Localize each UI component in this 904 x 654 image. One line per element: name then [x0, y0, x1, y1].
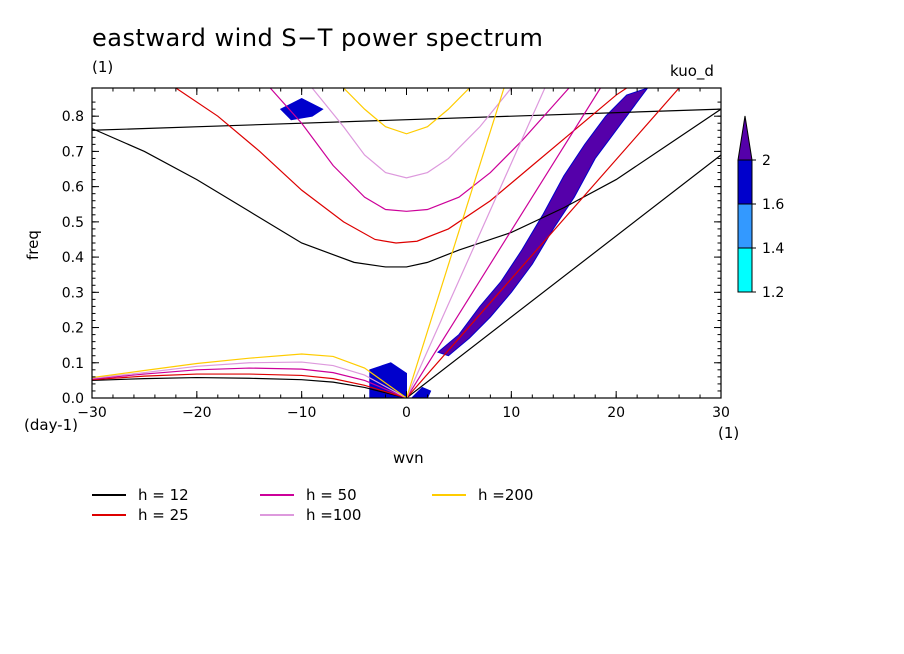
x-tick-label: −20: [182, 405, 212, 421]
legend-label: h =200: [478, 486, 534, 504]
y-tick-label: 0.4: [62, 250, 84, 266]
dispersion-curve-4-0: [343, 88, 470, 135]
colorbar-segment: [737, 159, 753, 205]
dispersion-curve-3-2: [92, 361, 407, 398]
dispersion-curve-2-0: [269, 88, 570, 212]
colorbar-label: 2: [762, 153, 771, 169]
colorbar-label: 1.4: [762, 241, 784, 257]
chart-subtitle-right: kuo_d: [670, 62, 714, 80]
legend-item-h100: h =100: [260, 506, 361, 524]
legend-swatch: [260, 514, 294, 516]
y-axis-label: freq: [24, 230, 42, 260]
dispersion-curve-3-1: [405, 88, 546, 398]
y-tick-label: 0.8: [62, 109, 84, 125]
power-region-kelvin-band: [436, 88, 649, 357]
legend-item-h25: h = 25: [92, 506, 189, 524]
colorbar-label: 1.2: [762, 285, 784, 301]
x-axis-unit: (1): [718, 424, 740, 442]
legend-swatch: [260, 494, 294, 496]
dispersion-curve-4-2: [92, 353, 407, 398]
y-tick-label: 0.0: [62, 391, 84, 407]
y-tick-label: 0.5: [62, 215, 84, 231]
y-tick-label: 0.1: [62, 356, 84, 372]
y-tick-label: 0.6: [62, 180, 84, 196]
x-tick-label: −10: [287, 405, 317, 421]
dispersion-curve-0-3: [92, 376, 407, 398]
legend-swatch: [432, 494, 466, 496]
plot-frame: [91, 87, 722, 399]
x-tick-label: 10: [502, 405, 520, 421]
x-tick-label: 20: [607, 405, 625, 421]
colorbar-segment: [737, 203, 753, 249]
dispersion-curve-3-0: [311, 88, 512, 179]
legend-item-h50: h = 50: [260, 486, 357, 504]
legend-item-h200: h =200: [432, 486, 533, 504]
x-tick-label: 30: [712, 405, 730, 421]
power-region-low-freq-east: [411, 386, 432, 398]
dispersion-curve-1-1: [406, 88, 680, 398]
y-tick-label: 0.2: [62, 321, 84, 337]
colorbar-segment: [737, 247, 753, 293]
dispersion-curve-4-1: [405, 88, 505, 398]
y-axis-unit: (day-1): [24, 416, 78, 434]
legend-label: h = 25: [138, 506, 189, 524]
colorbar-extend-arrow: [737, 115, 753, 161]
dispersion-curve-1-0: [175, 88, 627, 244]
power-region-top-left-patch: [279, 98, 324, 121]
y-tick-label: 0.7: [62, 144, 84, 160]
dispersion-curve-2-1: [405, 88, 601, 398]
chart-title: eastward wind S−T power spectrum: [92, 24, 544, 52]
colorbar-label: 1.6: [762, 197, 784, 213]
dispersion-curve-2-2: [92, 367, 407, 398]
x-axis-label: wvn: [393, 449, 424, 467]
chart-subtitle-left: (1): [92, 58, 114, 76]
legend-item-h12: h = 12: [92, 486, 189, 504]
legend-label: h = 50: [306, 486, 357, 504]
legend-swatch: [92, 514, 126, 516]
dispersion-curve-0-1: [92, 108, 721, 268]
legend-label: h = 12: [138, 486, 189, 504]
x-tick-label: −30: [77, 405, 107, 421]
dispersion-curve-0-2: [406, 154, 721, 398]
legend-swatch: [92, 494, 126, 496]
dispersion-curve-0-0: [92, 108, 721, 131]
legend-label: h =100: [306, 506, 362, 524]
y-tick-label: 0.3: [62, 285, 84, 301]
x-tick-label: 0: [402, 405, 411, 421]
dispersion-curve-1-2: [92, 373, 407, 398]
